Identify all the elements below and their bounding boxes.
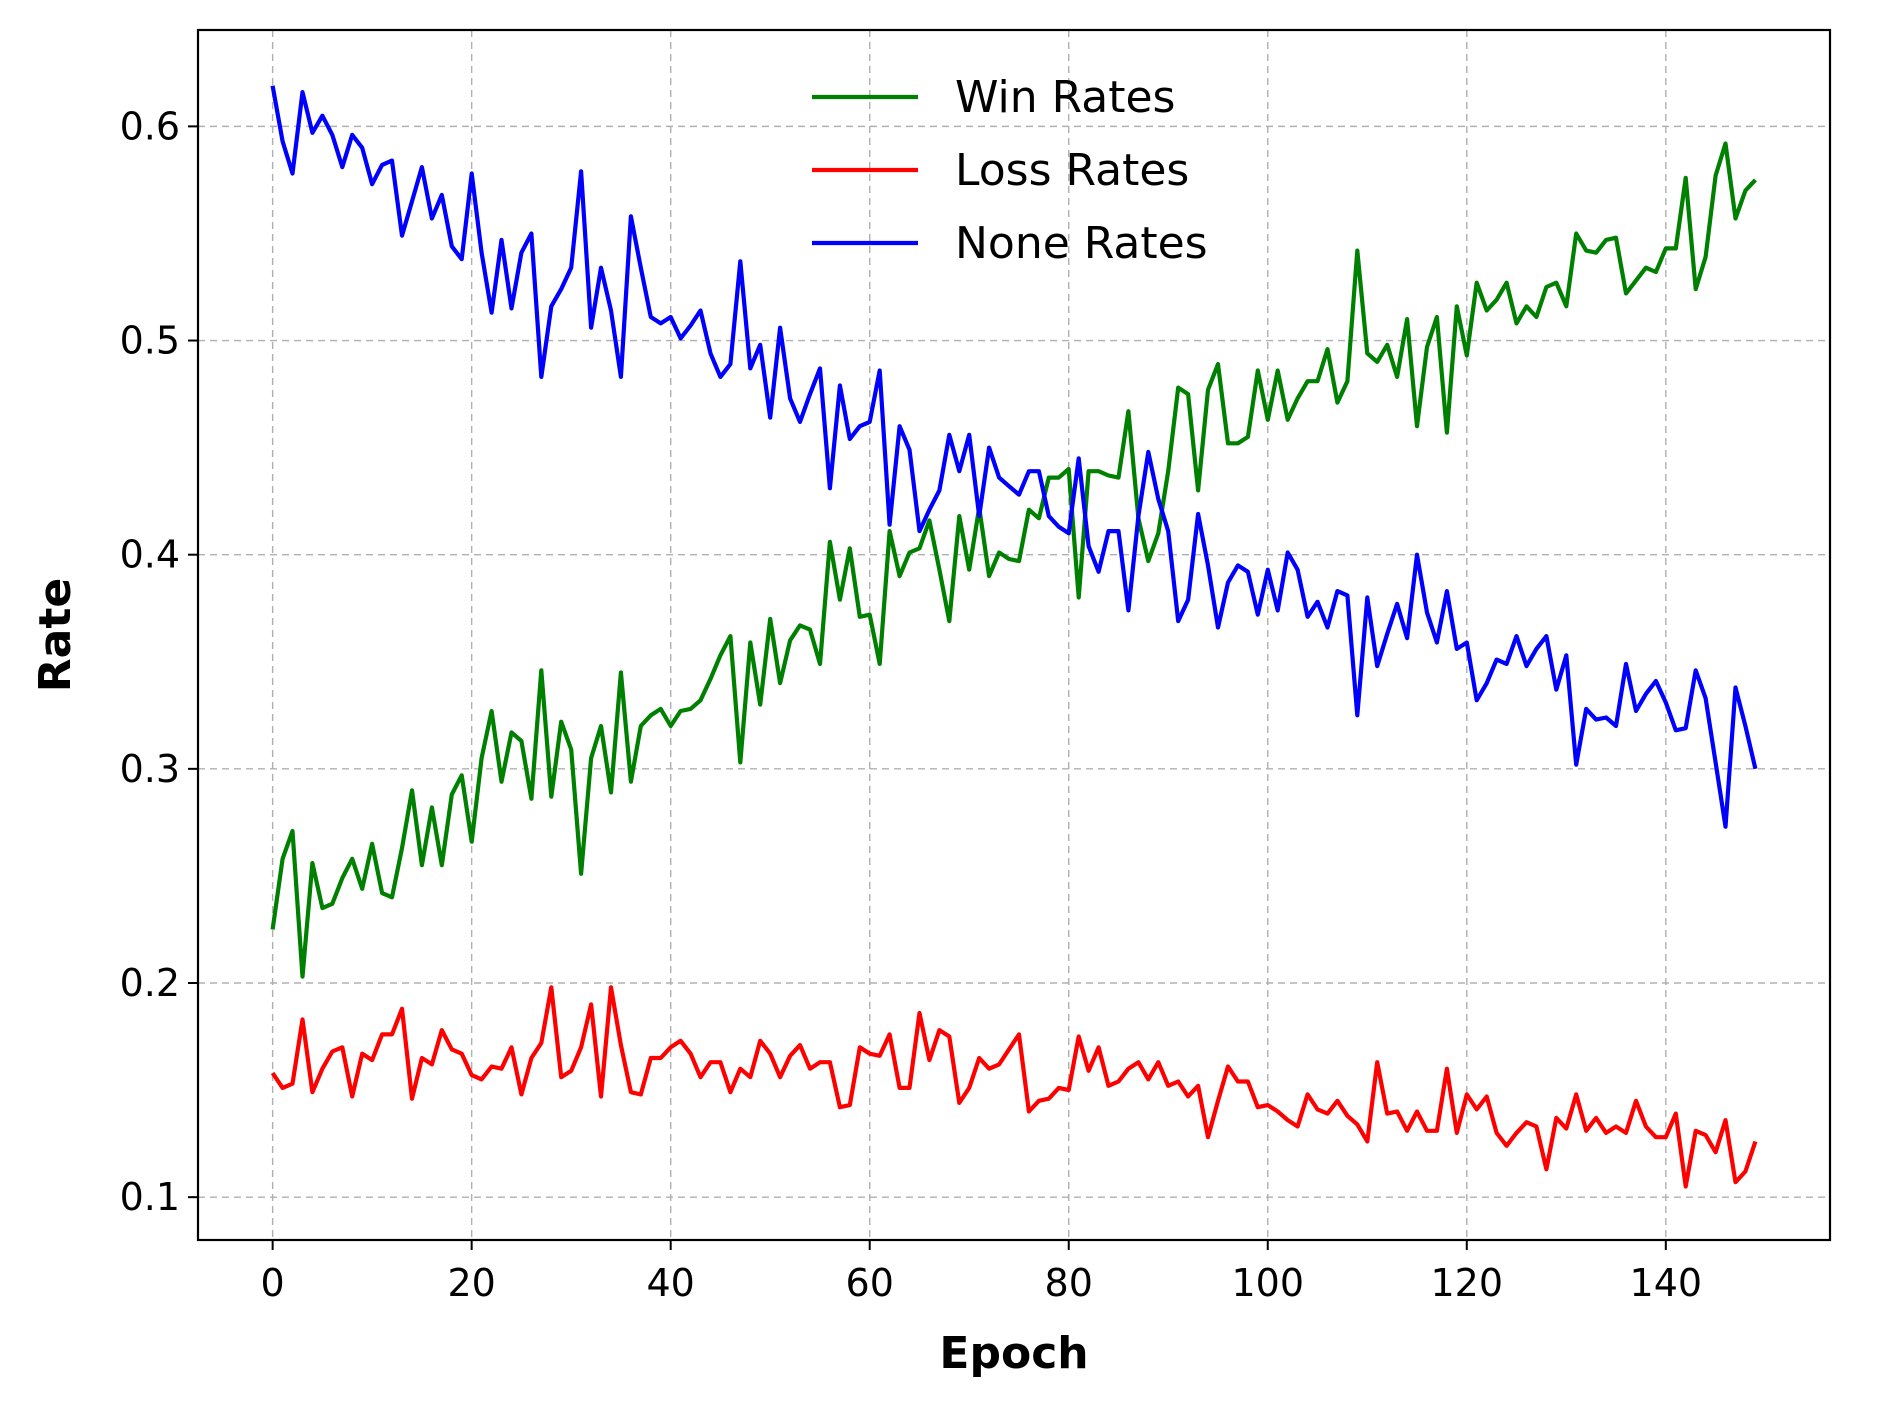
x-tick-label: 0 — [261, 1261, 285, 1305]
x-axis-label: Epoch — [939, 1328, 1088, 1379]
series-layer — [270, 85, 1758, 1189]
legend-label-none-rates: None Rates — [955, 218, 1208, 269]
x-tick-label: 40 — [647, 1261, 695, 1305]
series-loss-rates — [270, 985, 1758, 1189]
series-line-win-rates — [270, 141, 1757, 979]
x-tick-label: 120 — [1431, 1261, 1504, 1305]
x-tick-label: 100 — [1231, 1261, 1304, 1305]
x-tick-label: 20 — [447, 1261, 495, 1305]
grid — [198, 30, 1830, 1240]
series-win-rates — [270, 141, 1757, 979]
series-none-rates — [270, 85, 1758, 829]
legend: Win Rates Loss Rates None Rates — [812, 72, 1208, 269]
y-tick-label: 0.1 — [120, 1175, 180, 1219]
series-line-none-rates — [270, 85, 1758, 829]
legend-label-loss-rates: Loss Rates — [955, 145, 1189, 196]
y-tick-label: 0.2 — [120, 961, 180, 1005]
x-tick-label: 140 — [1630, 1261, 1703, 1305]
series-line-loss-rates — [270, 985, 1758, 1189]
x-tick-label: 60 — [846, 1261, 894, 1305]
y-tick-label: 0.5 — [120, 319, 180, 363]
axis-ticks: 0 20 40 60 80 100 120 140 0.1 0.2 0.3 0.4 0.5 0.6 — [120, 104, 1703, 1305]
x-tick-label: 80 — [1045, 1261, 1093, 1305]
legend-label-win-rates: Win Rates — [955, 72, 1175, 123]
y-tick-label: 0.6 — [120, 104, 180, 148]
y-tick-label: 0.4 — [120, 533, 180, 577]
plot-area-frame — [196, 28, 1832, 1242]
y-axis-label: Rate — [30, 578, 81, 692]
y-tick-label: 0.3 — [120, 747, 180, 791]
